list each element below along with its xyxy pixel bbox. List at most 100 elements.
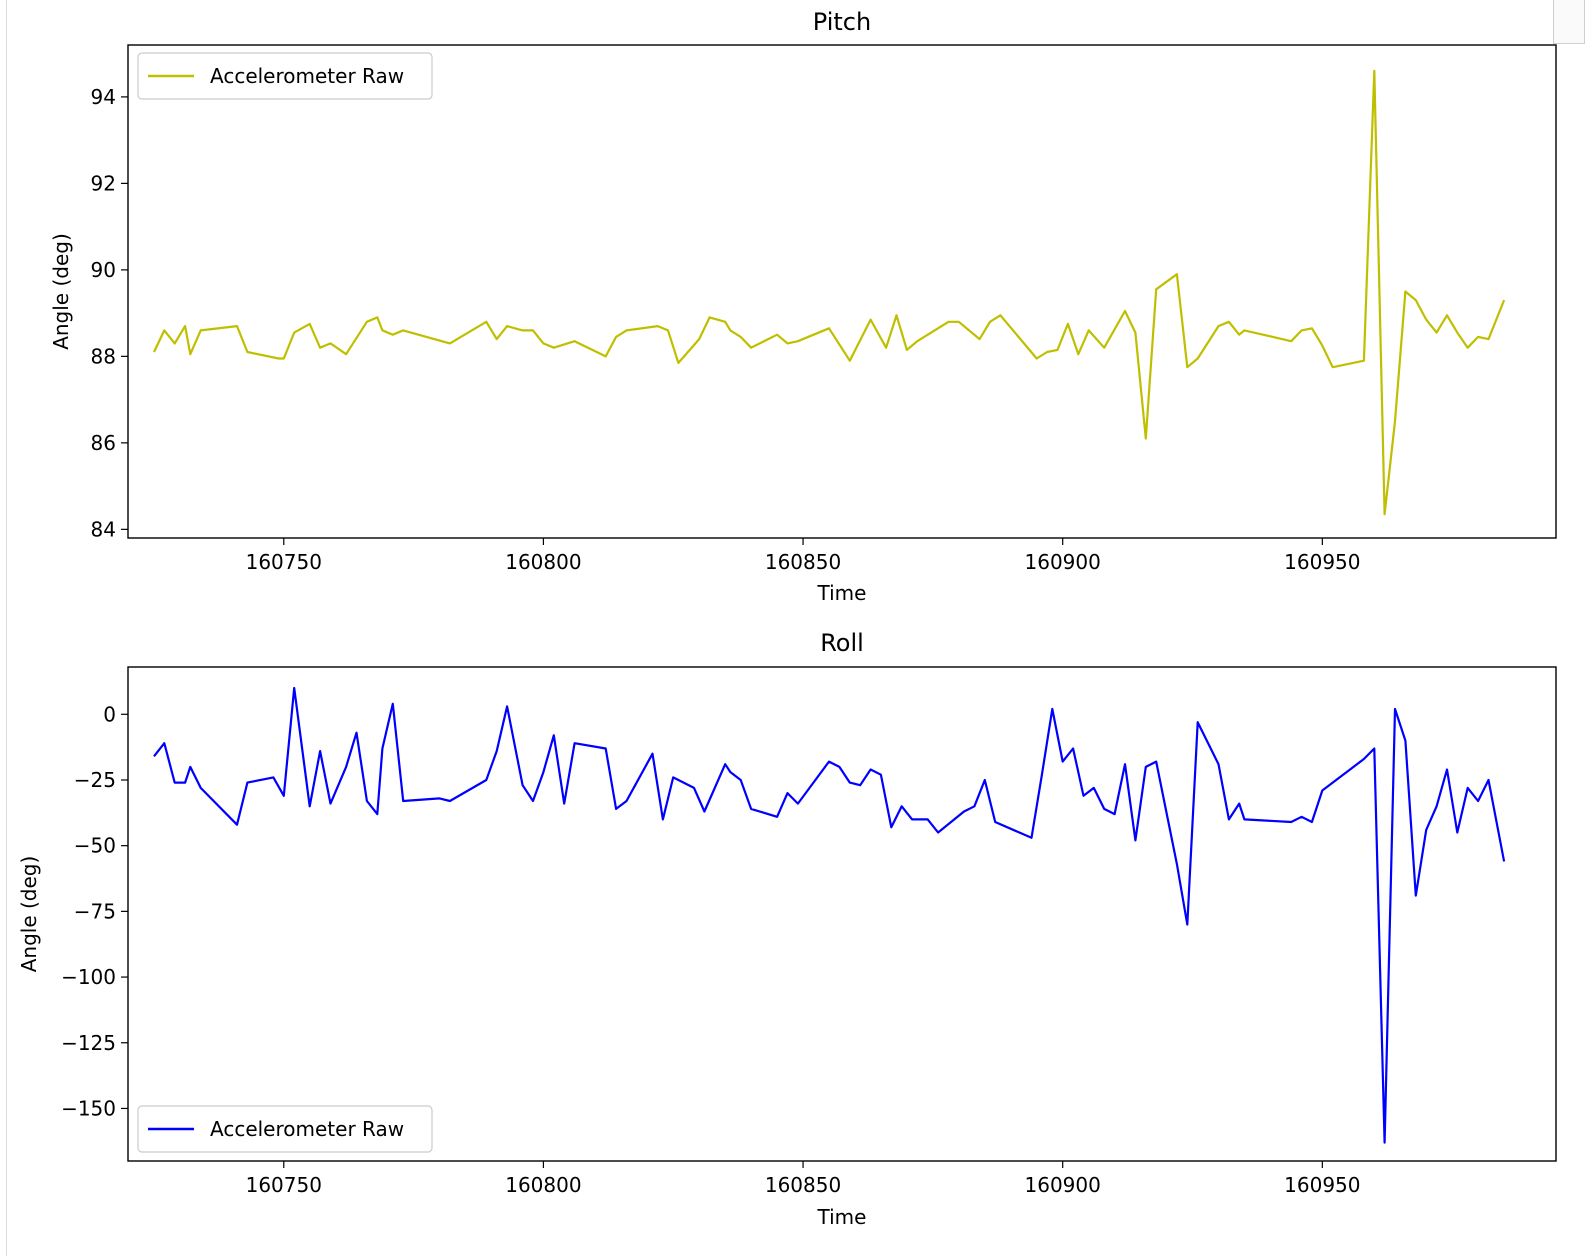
data-point [750,347,752,349]
data-point [382,330,384,332]
data-point [1000,315,1002,317]
data-point [1238,334,1240,336]
x-tick-label: 160900 [1025,550,1101,574]
data-point [730,771,732,773]
data-point [1135,840,1137,842]
data-point [164,742,166,744]
data-point [948,321,950,323]
data-point [486,321,488,323]
data-point [1467,347,1469,349]
data-point [1405,740,1407,742]
y-tick-label: −125 [61,1031,116,1055]
y-tick-label: −150 [61,1096,116,1120]
data-point [543,343,545,345]
roll-panel: 160750 160800 160850 160900 160950 0 −25 −50 −75… [17,629,1557,1229]
x-tick-label: 160850 [765,1173,841,1197]
data-point [1374,748,1376,750]
data-point [553,735,555,737]
data-point [200,787,202,789]
data-point [927,819,929,821]
y-tick-label: 84 [91,517,116,541]
data-point [190,353,192,355]
x-tick-label: 160900 [1025,1173,1101,1197]
data-point [1218,763,1220,765]
y-tick-label: −75 [74,899,116,923]
data-point [1088,330,1090,332]
data-point [1135,332,1137,334]
data-point [1503,299,1505,301]
frame-edge [6,0,7,1256]
legend-box [137,1105,433,1153]
data-point [506,325,508,327]
data-point [901,806,903,808]
data-point [1363,360,1365,362]
y-tick-label: 92 [91,171,116,195]
data-point [543,771,545,773]
data-point [1083,795,1085,797]
data-point [309,806,311,808]
data-point [787,792,789,794]
data-point [1477,800,1479,802]
data-point [1228,321,1230,323]
data-point [776,816,778,818]
data-point [319,347,321,349]
data-point [1103,347,1105,349]
data-point [1394,420,1396,422]
data-point [776,334,778,336]
data-point [522,784,524,786]
data-point [870,769,872,771]
data-point [880,774,882,776]
data-point [698,338,700,340]
data-point [787,343,789,345]
x-tick-label: 160800 [505,1173,581,1197]
data-point [402,800,404,802]
y-tick-label: −100 [61,965,116,989]
data-point [828,761,830,763]
data-point [330,803,332,805]
data-point [439,798,441,800]
data-point [994,821,996,823]
data-point [724,763,726,765]
data-point [1488,338,1490,340]
data-point [849,782,851,784]
data-point [1145,438,1147,440]
data-point [553,347,555,349]
data-point [1072,748,1074,750]
y-axis-label: Angle (deg) [49,233,73,350]
data-point [190,766,192,768]
x-tick-label: 160750 [246,550,322,574]
data-point [740,336,742,338]
data-point [859,784,861,786]
data-point [1067,323,1069,325]
data-point [605,356,607,358]
data-point [1124,763,1126,765]
data-point [683,782,685,784]
data-point [278,358,280,360]
data-point [1290,821,1292,823]
data-point [496,338,498,340]
y-tick-label: −25 [74,768,116,792]
data-point [236,824,238,826]
data-point [377,317,379,319]
data-point [657,325,659,327]
data-point [486,779,488,781]
data-point [330,343,332,345]
data-point [293,687,295,689]
data-point [1093,787,1095,789]
data-point [1301,816,1303,818]
data-point [870,319,872,321]
data-point [740,779,742,781]
x-tick-label: 160850 [765,550,841,574]
data-point [958,321,960,323]
data-point [449,343,451,345]
data-point [974,806,976,808]
data-point [1374,70,1376,72]
data-point [984,779,986,781]
data-point [724,321,726,323]
data-point [652,753,654,755]
output-toolbar[interactable] [1553,0,1585,44]
data-point [1488,779,1490,781]
data-point [366,321,368,323]
data-point [1322,345,1324,347]
